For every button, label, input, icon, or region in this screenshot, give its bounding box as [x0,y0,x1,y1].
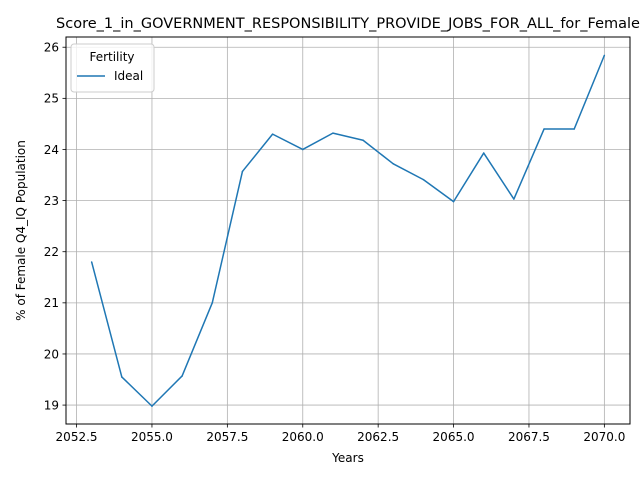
data-point [362,139,364,142]
y-tick-label: 25 [44,92,59,106]
y-tick-label: 23 [44,194,59,208]
data-point [181,375,183,377]
data-point [121,376,123,378]
y-axis-label: % of Female Q4_IQ Population [14,140,28,321]
y-tick-label: 21 [44,296,59,310]
x-tick-label: 2055.0 [131,430,173,444]
data-point [332,132,334,134]
x-tick-label: 2062.5 [357,430,399,444]
series-layer [90,54,606,407]
chart-title: Score_1_in_GOVERNMENT_RESPONSIBILITY_PRO… [56,16,640,32]
y-tick-label: 22 [44,245,59,259]
data-point [90,261,93,263]
legend-box [70,43,155,93]
series-line-ideal [90,55,606,407]
legend-entry-ideal: Ideal [114,69,143,83]
x-tick-label: 2052.5 [56,430,98,444]
data-point [151,405,153,407]
x-tick-label: 2060.0 [282,430,324,444]
grid [66,37,630,424]
data-point [302,148,304,151]
data-point [603,54,606,57]
x-tick-label: 2067.5 [508,430,550,444]
ticks: 2052.5 2055.0 2057.5 2060.0 2062.5 2065.0 2067… [44,41,626,444]
data-point [452,200,455,203]
y-tick-label: 20 [44,347,59,361]
y-tick-label: 26 [44,41,59,55]
legend: Fertility Ideal [70,43,155,93]
data-point [271,133,274,135]
data-point [392,163,394,165]
data-point [573,128,575,130]
x-tick-label: 2057.5 [206,430,248,444]
data-point [211,302,214,304]
data-point [513,198,515,200]
legend-title: Fertility [89,50,134,64]
x-tick-label: 2070.0 [583,430,625,444]
x-axis-label: Years [331,451,364,465]
y-tick-label: 19 [44,398,59,412]
data-point [241,170,244,173]
x-tick-label: 2065.0 [433,430,475,444]
y-tick-label: 24 [44,143,59,157]
data-point [422,178,425,181]
data-point [543,128,545,130]
plot-frame [65,36,631,425]
data-point [482,152,485,154]
